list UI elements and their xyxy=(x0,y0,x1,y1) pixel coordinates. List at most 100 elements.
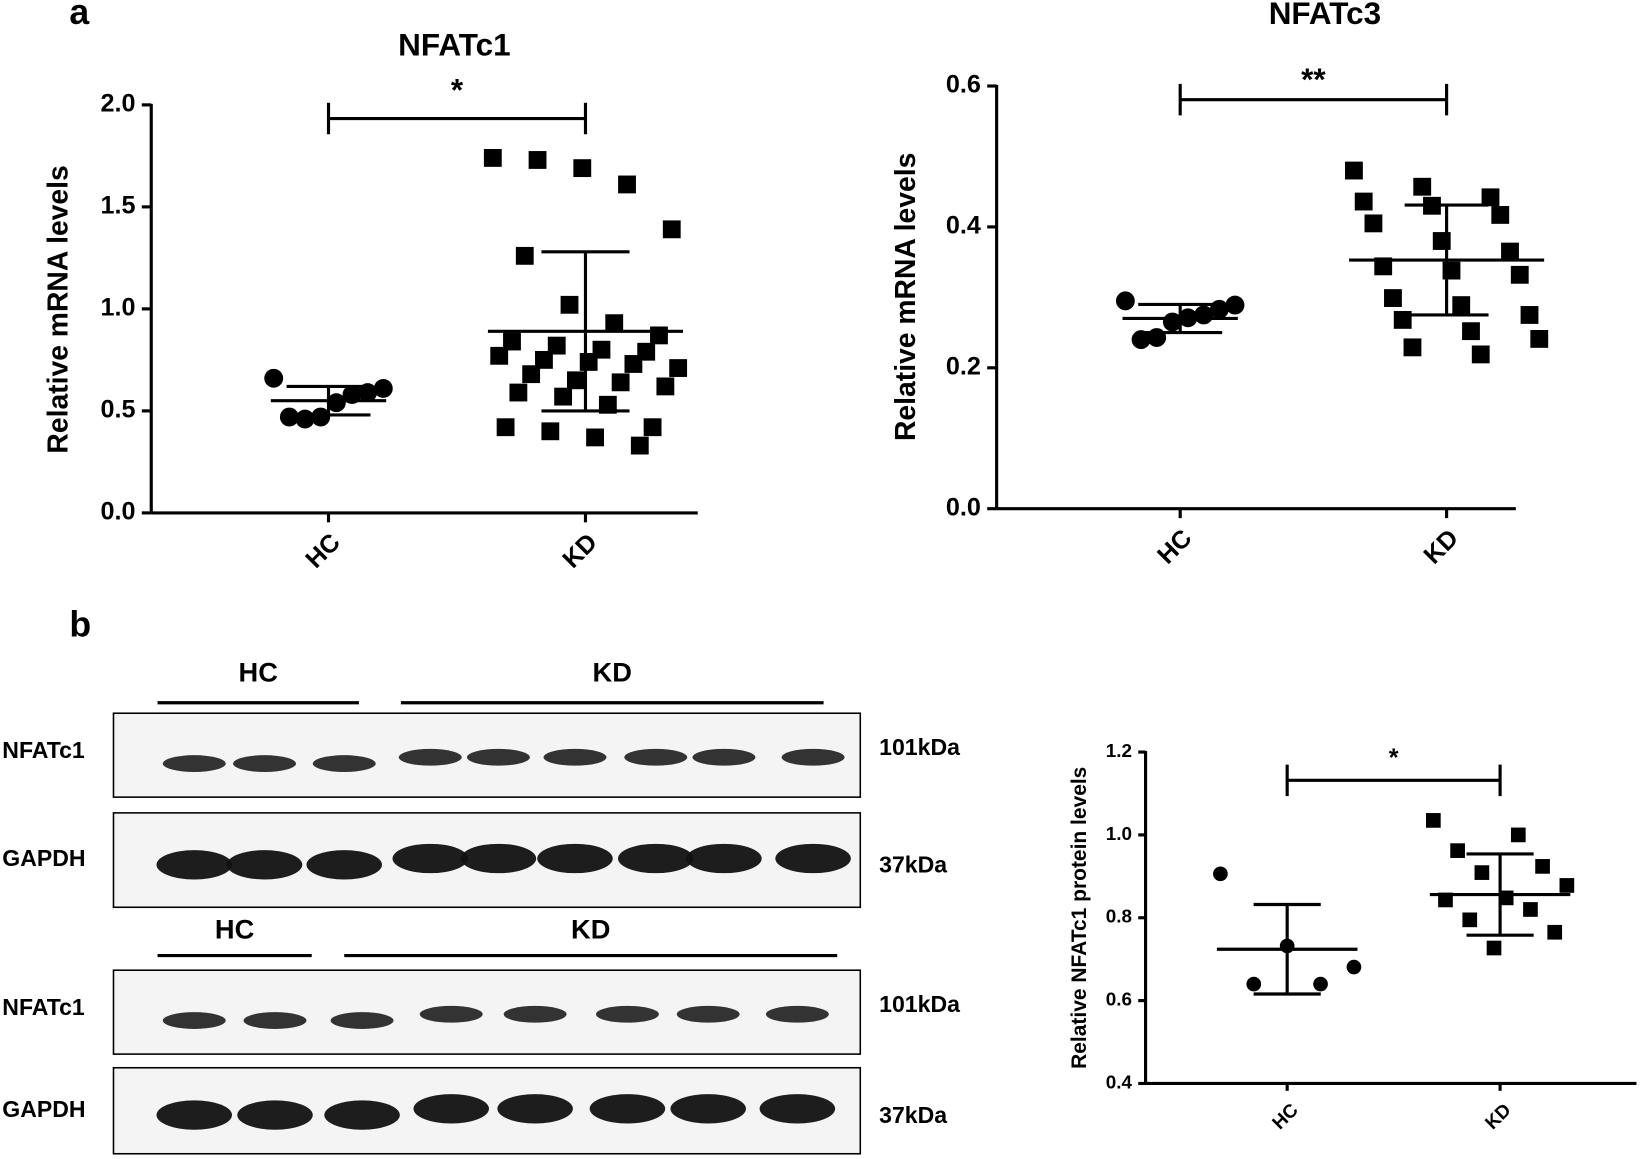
data-point xyxy=(1346,959,1362,975)
data-point xyxy=(1520,306,1539,324)
data-point xyxy=(1425,813,1441,828)
data-point xyxy=(611,373,630,392)
blot-band xyxy=(497,1094,573,1124)
x-tick-label: KD xyxy=(1418,524,1463,569)
data-point xyxy=(483,149,502,167)
data-point xyxy=(528,151,547,169)
blot-band xyxy=(237,1100,313,1130)
data-point xyxy=(503,332,521,351)
blot-band xyxy=(233,755,296,772)
data-point xyxy=(490,346,509,365)
blot-band xyxy=(595,1005,659,1023)
significance-label: * xyxy=(1389,744,1399,772)
x-tick-label: HC xyxy=(300,528,345,573)
size-label: 37kDa xyxy=(879,851,947,877)
blot-band xyxy=(162,755,226,772)
protein-label: GAPDH xyxy=(2,1096,85,1122)
group-label: KD xyxy=(571,914,610,945)
x-tick-label: KD xyxy=(557,528,602,573)
data-point xyxy=(579,353,598,371)
blot-band xyxy=(306,850,382,880)
significance-label: * xyxy=(451,73,464,108)
protein-label: NFATc1 xyxy=(2,994,85,1020)
y-tick-label: 2.0 xyxy=(101,90,136,118)
data-point xyxy=(1384,289,1402,307)
blot-band xyxy=(676,1005,740,1023)
group-label: HC xyxy=(215,914,254,945)
data-point xyxy=(1523,902,1538,917)
data-point xyxy=(1481,188,1500,207)
data-point xyxy=(662,220,681,239)
data-point xyxy=(618,175,636,194)
data-point xyxy=(547,336,566,355)
data-point xyxy=(515,246,534,265)
data-point xyxy=(496,418,515,437)
blot-band xyxy=(775,843,851,874)
data-point xyxy=(1510,265,1529,284)
y-tick-label: 1.2 xyxy=(1106,740,1132,761)
blot-band xyxy=(686,843,762,874)
group-label: HC xyxy=(239,657,278,688)
blot-band xyxy=(330,1012,394,1029)
data-point xyxy=(509,383,528,402)
data-point xyxy=(373,379,393,398)
blot-band xyxy=(543,748,607,766)
blot-band xyxy=(413,1094,489,1124)
data-point xyxy=(605,314,624,333)
data-point xyxy=(1246,976,1262,992)
data-point xyxy=(1345,161,1363,180)
data-point xyxy=(1438,892,1453,908)
data-point xyxy=(656,377,675,396)
data-point xyxy=(541,422,560,441)
y-tick-label: 0.4 xyxy=(1106,1071,1133,1092)
y-tick-label: 0.6 xyxy=(1106,989,1132,1010)
blot-band xyxy=(503,1005,567,1023)
data-point xyxy=(1374,257,1393,276)
blot-band xyxy=(398,748,462,766)
y-tick-label: 1.5 xyxy=(101,192,136,220)
size-label: 37kDa xyxy=(879,1102,947,1128)
panel-label: a xyxy=(69,0,90,32)
blot-band xyxy=(162,1012,226,1029)
y-tick-label: 1.0 xyxy=(101,294,136,322)
protein-label: GAPDH xyxy=(2,845,85,871)
data-point xyxy=(1559,878,1575,893)
x-tick-label: HC xyxy=(1268,1099,1302,1133)
data-point xyxy=(1491,206,1510,224)
blot-band xyxy=(624,748,688,766)
blot-band xyxy=(765,1005,829,1023)
data-point xyxy=(1547,924,1563,940)
y-tick-label: 0.4 xyxy=(946,212,981,240)
chart-title: NFATc3 xyxy=(1269,0,1381,31)
data-point xyxy=(1452,296,1471,315)
blot-band xyxy=(617,843,694,874)
y-tick-label: 0.5 xyxy=(101,396,136,424)
blot-band xyxy=(392,843,469,874)
data-point xyxy=(560,295,579,314)
data-point xyxy=(1462,322,1480,341)
blot-band xyxy=(692,748,756,766)
data-point xyxy=(1501,242,1519,261)
data-point xyxy=(598,395,617,414)
data-point xyxy=(624,355,643,373)
blot-band xyxy=(243,1012,307,1029)
data-point xyxy=(1462,912,1478,928)
data-point xyxy=(1354,192,1373,211)
x-tick-label: HC xyxy=(1152,524,1197,569)
data-point xyxy=(279,407,299,427)
data-point xyxy=(1510,827,1526,843)
data-point xyxy=(1530,330,1549,348)
data-point xyxy=(573,159,592,178)
data-point xyxy=(1213,866,1228,882)
data-point xyxy=(535,350,553,369)
data-point xyxy=(1535,859,1550,874)
blot-band xyxy=(460,843,537,874)
data-point xyxy=(1413,177,1432,196)
data-point xyxy=(1131,330,1151,350)
data-point xyxy=(669,359,688,377)
y-axis-label: Relative mRNA levels xyxy=(889,153,921,441)
blot-band xyxy=(312,755,376,772)
data-point xyxy=(1364,214,1383,233)
y-tick-label: 1.0 xyxy=(1106,823,1132,844)
data-point xyxy=(1115,291,1135,311)
